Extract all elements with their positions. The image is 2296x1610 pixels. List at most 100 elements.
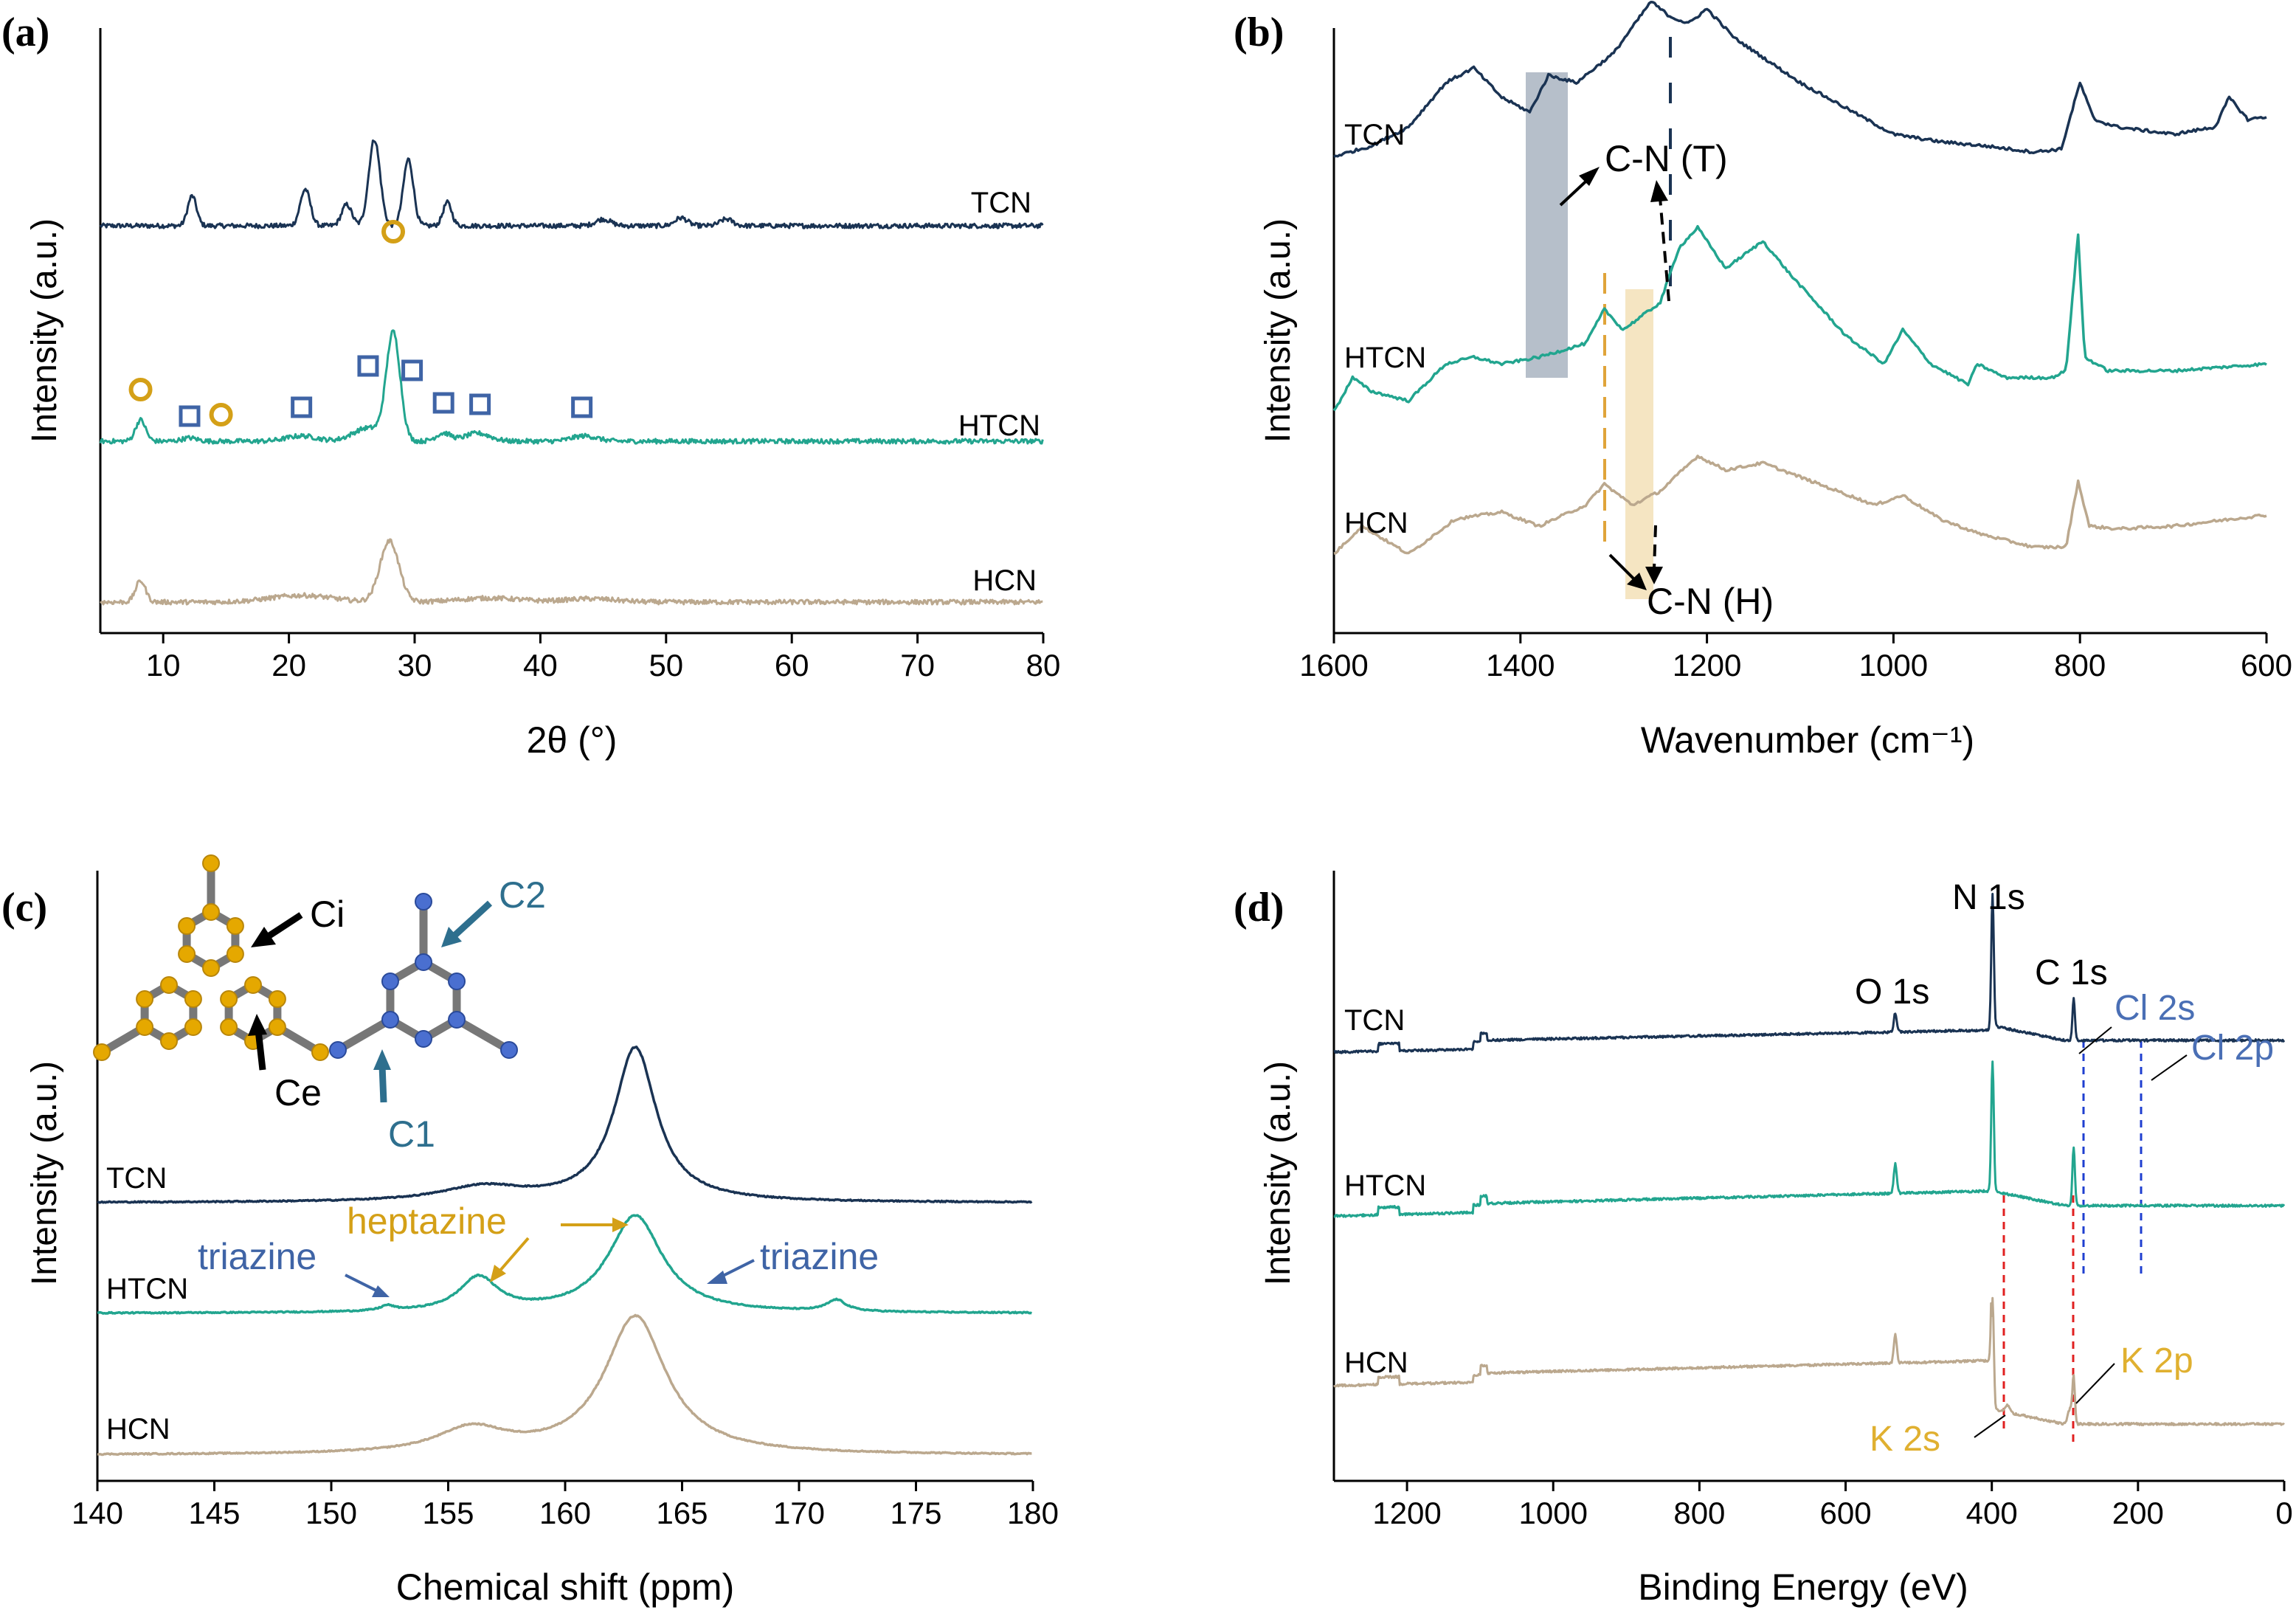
- panel-c-letter: (c): [1, 885, 47, 930]
- atom: [202, 854, 220, 872]
- panel-b-x-label: Wavenumber (cm⁻¹): [1641, 719, 1974, 761]
- atom: [448, 972, 466, 990]
- atom: [178, 917, 196, 935]
- atom: [202, 959, 220, 977]
- atom: [415, 893, 432, 911]
- atom: [415, 1030, 432, 1048]
- panel-d-y-label: Intensity (a.u.): [1259, 1061, 1298, 1285]
- annotation-cl2s: Cl 2s: [2115, 989, 2195, 1028]
- series-label-HCN: HCN: [1344, 507, 1408, 539]
- atom: [93, 1043, 111, 1061]
- series-TCN-curve: [97, 1046, 1033, 1204]
- annotation-cn-triazine: C-N (T): [1605, 138, 1728, 179]
- atom: [226, 945, 244, 963]
- series-label-HTCN: HTCN: [106, 1273, 188, 1305]
- x-tick-label: 160: [539, 1496, 591, 1530]
- x-tick-label: 200: [2112, 1496, 2164, 1530]
- series-HCN-curve: [1332, 1296, 2285, 1426]
- series-label-TCN: TCN: [1344, 119, 1405, 151]
- annotation-k2s: K 2s: [1870, 1420, 1940, 1459]
- triazine-structure: [329, 893, 518, 1059]
- panel-c-x-label: Chemical shift (ppm): [396, 1566, 734, 1608]
- panel-d-letter: (d): [1234, 885, 1284, 930]
- atom: [184, 990, 202, 1008]
- x-tick-label: 1200: [1673, 648, 1741, 683]
- series-label-HTCN: HTCN: [1344, 1170, 1426, 1202]
- triazine-marker: [571, 396, 593, 418]
- x-tick-label: 1000: [1519, 1496, 1588, 1530]
- series-label-HCN: HCN: [1344, 1347, 1408, 1379]
- atom: [244, 976, 262, 994]
- series-label-TCN: TCN: [971, 187, 1031, 219]
- series-HTCN-curve: [99, 329, 1044, 445]
- annotation-c1s: C 1s: [2035, 953, 2108, 992]
- series-label-HTCN: HTCN: [958, 410, 1040, 442]
- label-ci: Ci: [310, 894, 345, 935]
- x-tick-label: 600: [1819, 1496, 1871, 1530]
- x-tick-label: 170: [773, 1496, 825, 1530]
- x-tick-label: 0: [2275, 1496, 2292, 1530]
- x-tick-label: 165: [656, 1496, 708, 1530]
- label-c1: C1: [388, 1113, 435, 1155]
- structure-arrows: [248, 900, 493, 1103]
- series-HTCN-curve: [1332, 224, 2267, 412]
- annotation-triazine-left: triazine: [198, 1236, 317, 1277]
- atom: [268, 1018, 286, 1036]
- x-tick-label: 10: [146, 648, 181, 683]
- triazine-marker: [469, 393, 491, 415]
- panel-b-y-label: Intensity (a.u.): [1259, 218, 1298, 443]
- atom: [220, 1018, 238, 1036]
- annotation-n1s: N 1s: [1952, 878, 2025, 917]
- annotation-o1s: O 1s: [1855, 972, 1929, 1012]
- atom: [311, 1043, 329, 1061]
- triazine-marker: [357, 355, 379, 377]
- panel-c-y-label: Intensity (a.u.): [25, 1061, 64, 1285]
- series-label-HCN: HCN: [106, 1413, 170, 1445]
- x-tick-label: 20: [272, 648, 306, 683]
- panel-b-letter: (b): [1234, 10, 1284, 55]
- heptazine-band: [1625, 289, 1653, 599]
- heptazine-structure: [93, 854, 329, 1061]
- atom: [184, 1018, 202, 1036]
- annotation-arrows-b: [1559, 167, 1670, 590]
- series-HCN-curve: [100, 538, 1043, 606]
- heptazine-marker: [209, 403, 233, 426]
- triazine-band: [1526, 72, 1568, 378]
- triazine-marker: [432, 392, 454, 414]
- atom: [136, 990, 154, 1008]
- x-tick-label: 400: [1966, 1496, 2018, 1530]
- atom: [415, 953, 432, 971]
- atom: [500, 1041, 518, 1059]
- series-HTCN-curve: [97, 1214, 1032, 1315]
- series-label-TCN: TCN: [1344, 1004, 1405, 1037]
- annotation-k2p: K 2p: [2120, 1341, 2193, 1381]
- heptazine-marker: [381, 220, 406, 243]
- annotation-cl2p: Cl 2p: [2191, 1029, 2274, 1068]
- atom: [202, 903, 220, 921]
- x-tick-label: 600: [2241, 648, 2292, 683]
- x-tick-label: 800: [1673, 1496, 1725, 1530]
- x-tick-label: 30: [398, 648, 432, 683]
- x-tick-label: 40: [523, 648, 558, 683]
- atom: [136, 1018, 154, 1036]
- annotation-leaders-d: [1974, 1026, 2188, 1438]
- series-HCN-curve: [97, 1313, 1032, 1457]
- label-ce: Ce: [274, 1072, 322, 1113]
- panel-a-letter: (a): [1, 10, 49, 55]
- x-tick-label: 800: [2054, 648, 2106, 683]
- series-TCN-curve: [1333, 0, 2267, 159]
- atom: [178, 945, 196, 963]
- x-tick-label: 1600: [1299, 648, 1368, 683]
- atom: [226, 917, 244, 935]
- atom: [381, 972, 399, 990]
- triazine-marker: [401, 359, 423, 381]
- panel-a-xrd: (a) Intensity (a.u.) 2θ (°) 10 20 30 40 50 60…: [1, 10, 1060, 761]
- x-tick-label: 180: [1007, 1496, 1059, 1530]
- panel-b-ftir: (b) Intensity (a.u.) Wavenumber (cm⁻¹) 1…: [1234, 0, 2292, 761]
- triazine-marker: [179, 405, 201, 427]
- panel-d-xps: (d) Intensity (a.u.) Binding Energy (eV)…: [1234, 871, 2293, 1608]
- panel-c-nmr: (c) Intensity (a.u.) Chemical shift (ppm…: [1, 854, 1059, 1608]
- panel-a-x-label: 2θ (°): [527, 719, 618, 761]
- x-tick-label: 150: [305, 1496, 357, 1530]
